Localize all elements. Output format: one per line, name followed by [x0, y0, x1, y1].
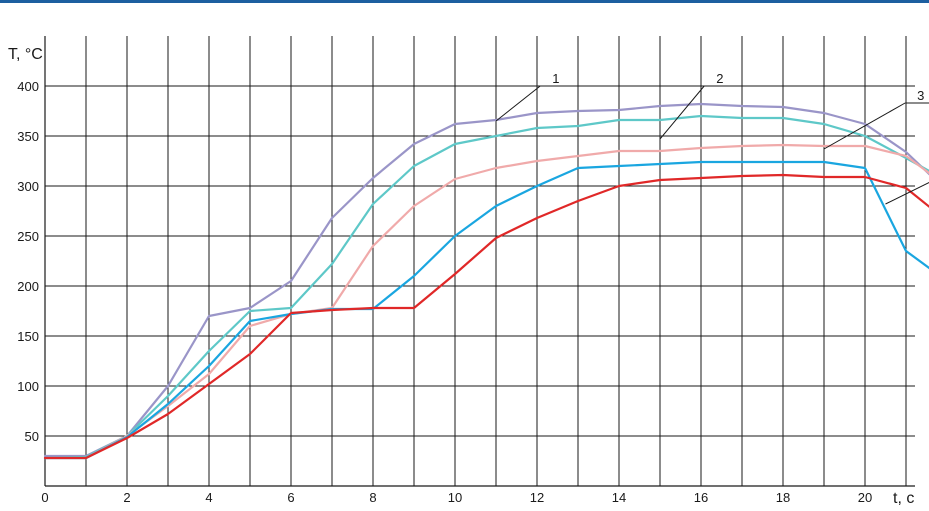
series-line-3 — [43, 143, 929, 460]
callout-leader-3 — [823, 102, 906, 150]
x-tick-label: 2 — [123, 490, 130, 505]
x-tick-label: 14 — [612, 490, 626, 505]
y-tick-label: 350 — [17, 129, 39, 144]
y-tick-label: 100 — [17, 379, 39, 394]
y-tick-label: 250 — [17, 229, 39, 244]
x-tick-label: 16 — [694, 490, 708, 505]
callout-leader-2 — [659, 85, 705, 140]
series-line-5 — [43, 173, 929, 460]
x-tick-label: 4 — [205, 490, 212, 505]
y-tick-label: 150 — [17, 329, 39, 344]
x-tick-label: 12 — [530, 490, 544, 505]
callout-label-2: 2 — [716, 71, 723, 86]
x-tick-labels: 024681012141618202224262830323436384042 — [41, 490, 872, 505]
x-tick-label: 20 — [858, 490, 872, 505]
callout-label-3: 3 — [917, 88, 924, 103]
x-axis-title: t, c — [893, 490, 914, 507]
callout-label-1: 1 — [552, 71, 559, 86]
top-border-bar — [0, 0, 929, 3]
x-tick-label: 6 — [287, 490, 294, 505]
series-callouts: 12345 — [495, 71, 929, 205]
axes — [44, 36, 915, 487]
x-tick-label: 0 — [41, 490, 48, 505]
series-lines — [43, 102, 929, 460]
series-line-1 — [43, 102, 929, 458]
y-tick-labels: 50 100 150 200 250 300 350 400 — [17, 79, 39, 444]
callout-leader-4 — [885, 182, 929, 205]
x-tick-label: 8 — [369, 490, 376, 505]
series-line-4 — [43, 160, 929, 460]
series-line-2 — [43, 114, 929, 460]
x-tick-label: 18 — [776, 490, 790, 505]
y-tick-label: 50 — [25, 429, 39, 444]
y-tick-label: 200 — [17, 279, 39, 294]
x-tick-label: 10 — [448, 490, 462, 505]
y-axis-title: T, °C — [8, 46, 43, 63]
y-tick-label: 400 — [17, 79, 39, 94]
grid — [44, 36, 915, 486]
y-tick-label: 300 — [17, 179, 39, 194]
callout-leader-1 — [495, 85, 541, 122]
